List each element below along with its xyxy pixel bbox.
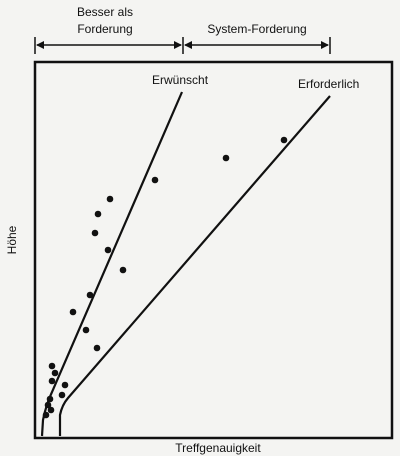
required-label: Erforderlich xyxy=(298,77,359,91)
y-axis-label: Höhe xyxy=(5,225,19,254)
required-line xyxy=(58,95,331,436)
header-left-line2: Forderung xyxy=(77,22,132,36)
header-right: System-Forderung xyxy=(207,22,306,36)
header-brackets xyxy=(34,37,331,54)
x-axis-label: Treffgenauigkeit xyxy=(175,441,261,455)
header-left-line1: Besser als xyxy=(77,5,133,19)
frame xyxy=(33,60,394,440)
desired-label: Erwünscht xyxy=(152,73,209,87)
points xyxy=(42,136,288,419)
